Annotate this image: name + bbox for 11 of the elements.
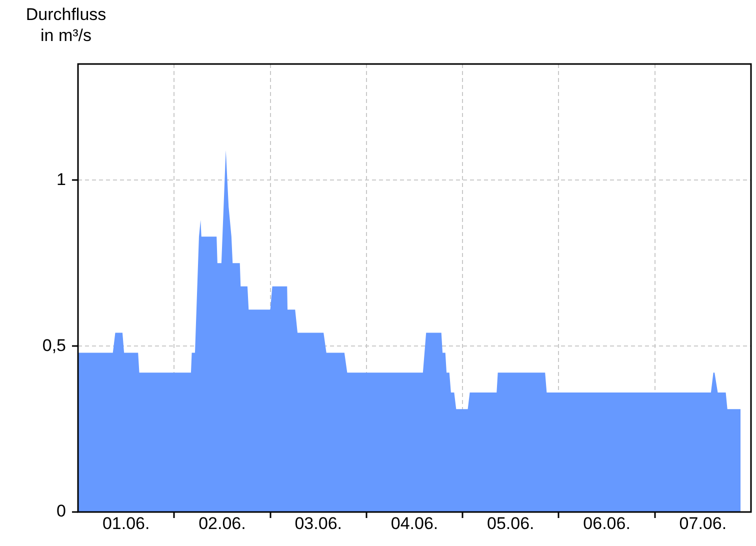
x-tick-label: 02.06.	[198, 514, 246, 533]
y-tick-label: 0,5	[42, 336, 66, 355]
x-tick-label: 05.06.	[487, 514, 534, 533]
y-tick-label: 1	[56, 170, 66, 189]
x-tick-label: 04.06.	[390, 514, 438, 533]
x-tick-label: 07.06.	[679, 514, 727, 533]
y-tick-label: 0	[56, 502, 66, 521]
x-tick-label: 03.06.	[294, 514, 342, 533]
y-axis-title: Durchfluss in m³/s	[24, 4, 108, 46]
x-tick-label: 06.06.	[583, 514, 630, 533]
x-tick-label: 01.06.	[102, 514, 150, 533]
